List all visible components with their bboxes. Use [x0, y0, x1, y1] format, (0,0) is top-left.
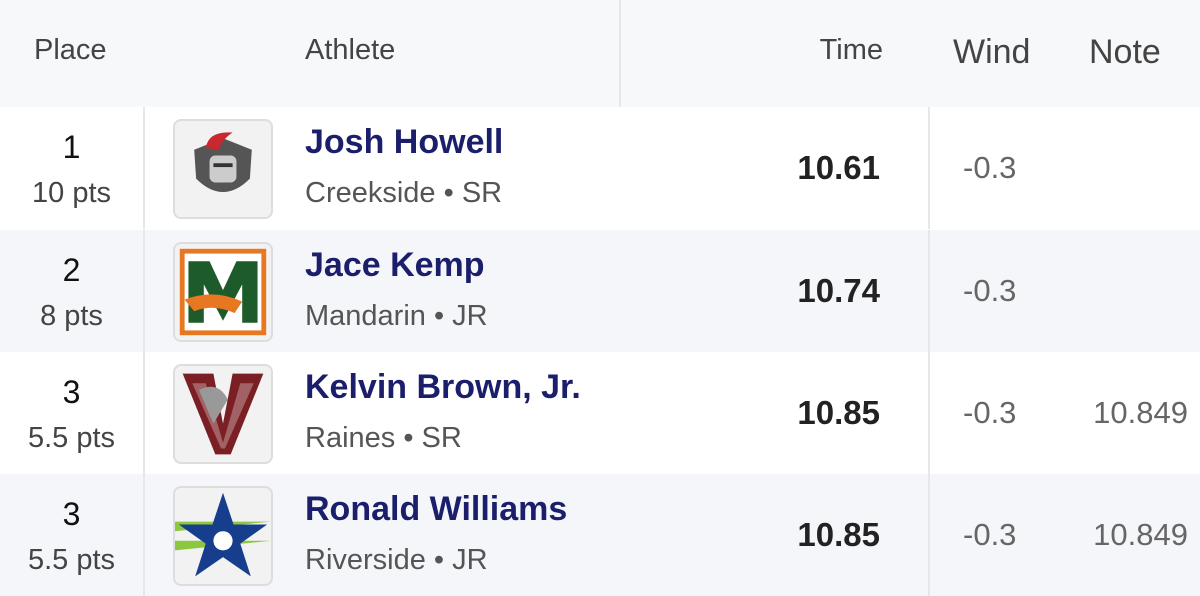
wind: -0.3: [963, 150, 1017, 185]
time: 10.61: [797, 149, 880, 186]
divider: [143, 230, 145, 352]
team-logo: [173, 119, 273, 219]
team-logo: [173, 242, 273, 342]
athlete-name[interactable]: Jace Kemp: [305, 246, 485, 284]
points: 5.5 pts: [27, 422, 116, 454]
athlete-name[interactable]: Kelvin Brown, Jr.: [305, 368, 581, 406]
logo-graphic: [179, 248, 267, 336]
header-wind: Wind: [953, 33, 1031, 71]
team-logo: [173, 364, 273, 464]
school-grade: Creekside • SR: [305, 177, 503, 209]
result-row: 2 8 pts Jace Kemp Mandarin • JR 10.74 -0.3: [0, 230, 1200, 352]
note: 10.849: [1093, 517, 1188, 552]
school-grade: Riverside • JR: [305, 544, 488, 576]
header-time: Time: [819, 34, 883, 66]
points: 5.5 pts: [27, 544, 116, 576]
divider: [143, 352, 145, 474]
logo-graphic: [175, 492, 271, 577]
wind: -0.3: [963, 517, 1017, 552]
divider: [619, 0, 621, 107]
school-grade: Mandarin • JR: [305, 300, 488, 332]
result-row: 1 10 pts Josh Howell Creekside • SR 10.61 -0.…: [0, 107, 1200, 229]
time: 10.85: [797, 394, 880, 431]
wind: -0.3: [963, 395, 1017, 430]
points: 8 pts: [40, 300, 103, 332]
logo-graphic: [182, 373, 264, 455]
place: 1: [62, 129, 81, 165]
points: 10 pts: [32, 177, 111, 209]
divider: [143, 107, 145, 229]
athlete-name[interactable]: Josh Howell: [305, 123, 504, 161]
divider: [928, 352, 930, 474]
divider: [928, 230, 930, 352]
athlete-name[interactable]: Ronald Williams: [305, 490, 568, 528]
table-header: Place Athlete Time Wind Note: [0, 0, 1200, 107]
place: 3: [62, 496, 81, 532]
result-row: 3 5.5 pts Ronald Williams Riverside • JR 10.…: [0, 474, 1200, 596]
wind: -0.3: [963, 273, 1017, 308]
place: 2: [62, 252, 81, 288]
divider: [928, 107, 930, 229]
header-athlete: Athlete: [305, 34, 396, 66]
note: 10.849: [1093, 395, 1188, 430]
result-row: 3 5.5 pts Kelvin Brown, Jr. Raines • SR 10.8…: [0, 352, 1200, 474]
time: 10.74: [797, 272, 880, 309]
place: 3: [62, 374, 81, 410]
divider: [928, 474, 930, 596]
school-grade: Raines • SR: [305, 422, 462, 454]
divider: [143, 474, 145, 596]
team-logo: [173, 486, 273, 586]
logo-graphic: [194, 132, 252, 193]
time: 10.85: [797, 516, 880, 553]
header-note: Note: [1089, 33, 1161, 71]
header-place: Place: [34, 34, 107, 66]
